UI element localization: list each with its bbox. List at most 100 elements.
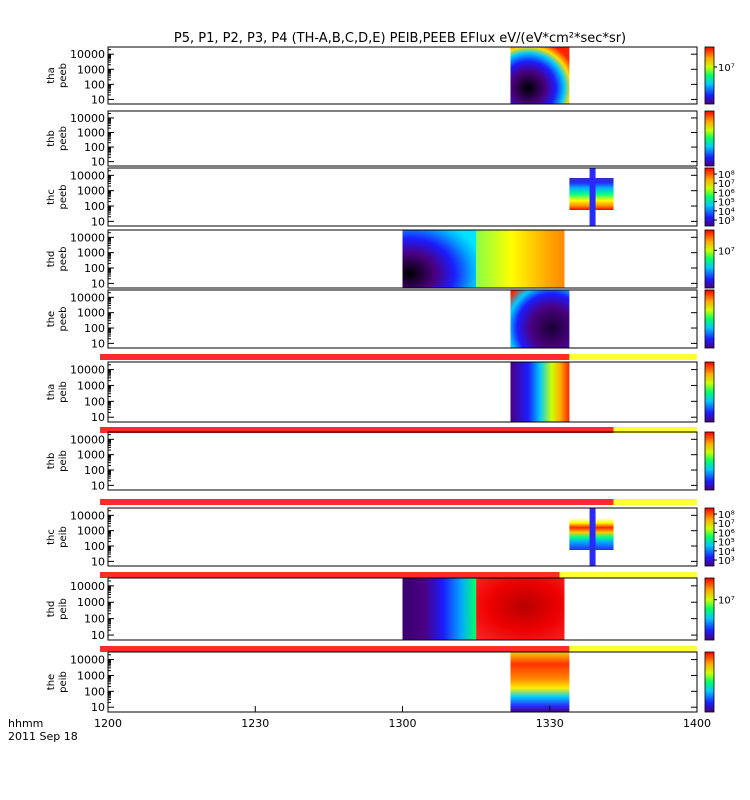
status-bar-on bbox=[100, 572, 560, 578]
y-tick-label: 10 bbox=[91, 555, 105, 568]
y-tick-label: 10 bbox=[91, 479, 105, 492]
y-tick-label: 100 bbox=[84, 262, 105, 275]
spectrogram-block bbox=[510, 362, 570, 422]
y-tick-label: 1000 bbox=[77, 63, 105, 76]
y-tick-label: 10000 bbox=[70, 231, 105, 244]
panel-frame bbox=[107, 431, 698, 491]
y-tick-label: 10 bbox=[91, 629, 105, 642]
y-tick-label: 10 bbox=[91, 411, 105, 424]
y-tick-label: 100 bbox=[84, 685, 105, 698]
product-label: peeb bbox=[58, 185, 69, 210]
panel-the-peeb: 10000 1000 100 10 the peeb bbox=[46, 289, 715, 360]
y-tick-label: 1000 bbox=[77, 525, 105, 538]
spectrogram-block bbox=[476, 230, 565, 288]
y-tick-label: 10000 bbox=[70, 291, 105, 304]
status-bar-off bbox=[569, 354, 697, 360]
product-label: peib bbox=[58, 381, 69, 403]
colorbar bbox=[704, 577, 715, 641]
y-tick-label: 10000 bbox=[70, 364, 105, 377]
panel-label: thd peeb bbox=[46, 247, 69, 272]
spectrogram-block bbox=[402, 230, 477, 288]
probe-label: thd bbox=[46, 251, 57, 268]
colorbar bbox=[704, 110, 715, 167]
x-axis-label: hhmm bbox=[8, 717, 43, 730]
product-label: peib bbox=[58, 598, 69, 620]
panel-label: tha peib bbox=[46, 381, 69, 403]
panel-label: thc peeb bbox=[46, 185, 69, 210]
y-tick-label: 10000 bbox=[70, 48, 105, 61]
status-bar-on bbox=[100, 354, 570, 360]
y-tick-label: 1000 bbox=[77, 669, 105, 682]
y-tick-label: 1000 bbox=[77, 449, 105, 462]
spectrogram-block bbox=[510, 290, 570, 348]
y-tick-label: 10000 bbox=[70, 112, 105, 125]
panel-frame bbox=[107, 46, 698, 105]
x-tick-label: 1330 bbox=[536, 717, 564, 730]
status-bar-off bbox=[613, 427, 697, 433]
product-label: peib bbox=[58, 526, 69, 548]
y-tick-label: 10000 bbox=[70, 509, 105, 522]
x-tick-label: 1300 bbox=[389, 717, 417, 730]
y-tick-label: 1000 bbox=[77, 379, 105, 392]
status-bar-on bbox=[100, 499, 614, 505]
probe-label: tha bbox=[46, 384, 57, 400]
y-tick-label: 10 bbox=[91, 277, 105, 290]
probe-label: thd bbox=[46, 601, 57, 618]
panel-thd-peib: 10000 1000 100 10 thd peib 10⁷ bbox=[46, 577, 735, 652]
status-bar-off bbox=[613, 499, 697, 505]
y-tick-label: 10000 bbox=[70, 433, 105, 446]
panel-label: thc peib bbox=[46, 526, 69, 548]
y-tick-label: 10000 bbox=[70, 580, 105, 593]
panel-label: thb peeb bbox=[46, 126, 69, 151]
panel-frame bbox=[107, 651, 698, 713]
y-tick-label: 10 bbox=[91, 156, 105, 169]
spectrogram-block bbox=[510, 47, 570, 104]
colorbar bbox=[704, 46, 715, 105]
colorbar-tick-label: 10⁵ bbox=[718, 198, 735, 209]
colorbar-tick-label: 10⁴ bbox=[718, 207, 735, 218]
spectrogram-block bbox=[402, 578, 477, 640]
panel-frame bbox=[107, 110, 698, 167]
product-label: peib bbox=[58, 450, 69, 472]
panel-tha-peib: 10000 1000 100 10 tha peib bbox=[46, 361, 715, 433]
spectrogram-spike bbox=[589, 168, 596, 226]
probe-label: the bbox=[46, 311, 57, 327]
colorbar-tick-label: 10⁷ bbox=[718, 596, 735, 607]
panel-label: tha peeb bbox=[46, 63, 69, 88]
status-bar-off bbox=[569, 646, 697, 652]
y-tick-label: 10 bbox=[91, 93, 105, 106]
probe-label: thc bbox=[46, 189, 57, 205]
colorbar-tick-label: 10⁸ bbox=[718, 170, 735, 181]
x-tick-label: 1400 bbox=[683, 717, 711, 730]
y-tick-label: 10 bbox=[91, 337, 105, 350]
x-tick-label: 1230 bbox=[241, 717, 269, 730]
panel-frame bbox=[107, 361, 698, 423]
colorbar bbox=[704, 651, 715, 713]
product-label: peeb bbox=[58, 247, 69, 272]
colorbar-tick-label: 10³ bbox=[718, 556, 735, 567]
y-tick-label: 10000 bbox=[70, 654, 105, 667]
chart-title: P5, P1, P2, P3, P4 (TH-A,B,C,D,E) PEIB,P… bbox=[174, 31, 626, 46]
panel-label: the peeb bbox=[46, 307, 69, 332]
y-tick-label: 1000 bbox=[77, 247, 105, 260]
y-tick-label: 1000 bbox=[77, 307, 105, 320]
colorbar-tick-label: 10⁸ bbox=[718, 510, 735, 521]
y-tick-label: 10 bbox=[91, 215, 105, 228]
y-tick-label: 1000 bbox=[77, 127, 105, 140]
y-tick-label: 100 bbox=[84, 322, 105, 335]
probe-label: tha bbox=[46, 67, 57, 83]
y-tick-label: 100 bbox=[84, 78, 105, 91]
y-tick-label: 100 bbox=[84, 613, 105, 626]
colorbar-tick-label: 10⁵ bbox=[718, 538, 735, 549]
y-tick-label: 100 bbox=[84, 395, 105, 408]
product-label: peeb bbox=[58, 307, 69, 332]
product-label: peeb bbox=[58, 126, 69, 151]
y-tick-label: 100 bbox=[84, 540, 105, 553]
panel-label: the peib bbox=[46, 671, 69, 693]
panel-the-peib: 10000 1000 100 10 the peib bbox=[46, 651, 715, 714]
colorbar-tick-label: 10⁶ bbox=[718, 528, 735, 539]
colorbar bbox=[704, 289, 715, 349]
